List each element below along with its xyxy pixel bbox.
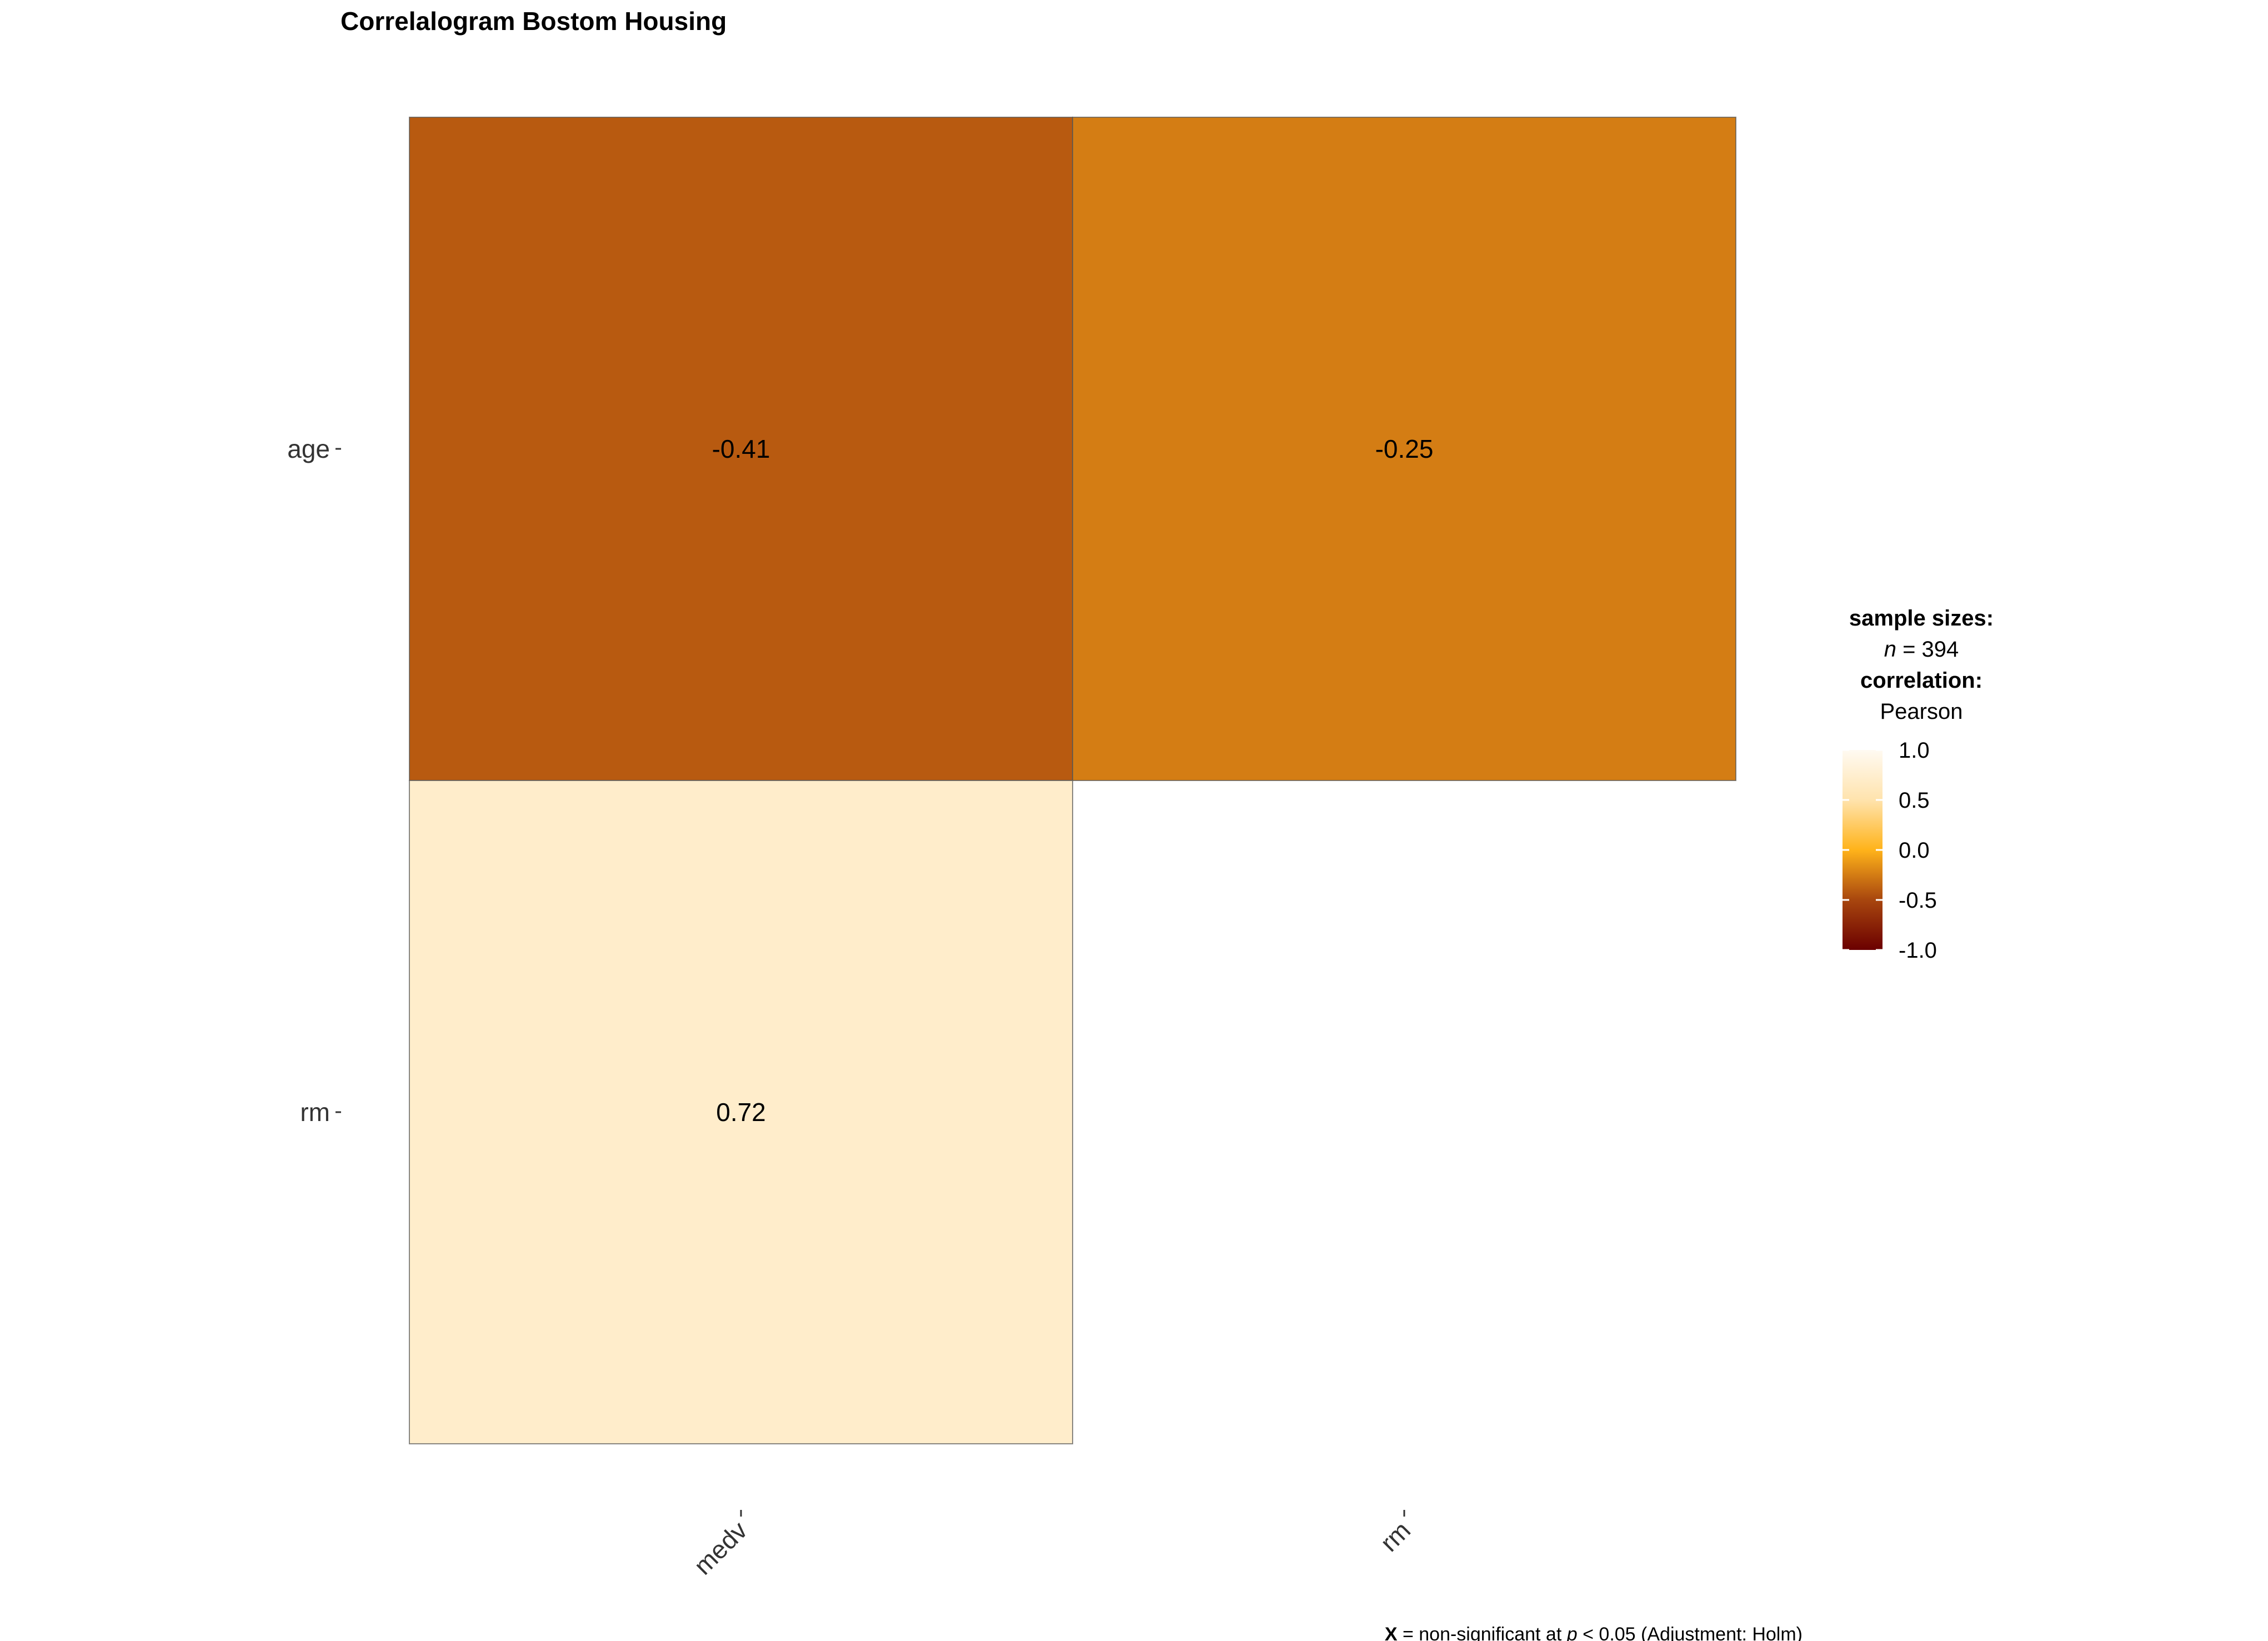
legend-n-symbol: n	[1884, 637, 1896, 662]
chart-title: Correlalogram Bostom Housing	[341, 7, 727, 36]
y-tick-label: age	[287, 434, 330, 463]
heatmap-cell-medv-age	[409, 117, 1073, 781]
legend-tick-label: 1.0	[1899, 738, 1930, 763]
legend-correlation-title: correlation:	[1860, 668, 1982, 693]
caption-symbol: X	[1385, 1624, 1398, 1641]
legend-tick-label: 0.0	[1899, 838, 1930, 863]
caption-text-1: = non-significant at	[1398, 1624, 1567, 1641]
x-tick-label: rm	[1374, 1515, 1416, 1557]
x-axis: medv rm	[688, 1510, 1416, 1580]
x-tick-label: medv	[688, 1515, 753, 1580]
cell-value-label: -0.41	[712, 434, 770, 463]
heatmap-cell-labels: -0.41 -0.25 0.72	[712, 434, 1434, 1127]
legend-n-value: = 394	[1896, 637, 1959, 662]
legend-sample-size: n = 394	[1884, 637, 1959, 662]
caption: X = non-significant at p < 0.05 (Adjustm…	[1385, 1624, 1803, 1641]
legend-tick-label: -1.0	[1899, 938, 1937, 963]
y-axis: age rm	[287, 434, 341, 1127]
heatmap-cell-rm-age	[1072, 117, 1736, 781]
y-tick-label: rm	[300, 1098, 330, 1127]
legend-correlation-method: Pearson	[1880, 699, 1963, 724]
cell-value-label: 0.72	[716, 1098, 766, 1127]
legend-tick-label: 0.5	[1899, 788, 1930, 813]
legend-tick-label: -0.5	[1899, 888, 1937, 913]
legend-sample-sizes-title: sample sizes:	[1849, 606, 1994, 631]
caption-text-2: < 0.05 (Adjustment: Holm)	[1578, 1624, 1803, 1641]
legend: sample sizes: n = 394 correlation: Pears…	[1843, 606, 1994, 963]
caption-p-symbol: p	[1566, 1624, 1578, 1641]
heatmap-cells	[409, 117, 1736, 1444]
heatmap-cell-medv-rm	[409, 780, 1073, 1444]
legend-ticks: 1.0 0.5 0.0 -0.5 -1.0	[1843, 738, 1937, 963]
cell-value-label: -0.25	[1375, 434, 1434, 463]
